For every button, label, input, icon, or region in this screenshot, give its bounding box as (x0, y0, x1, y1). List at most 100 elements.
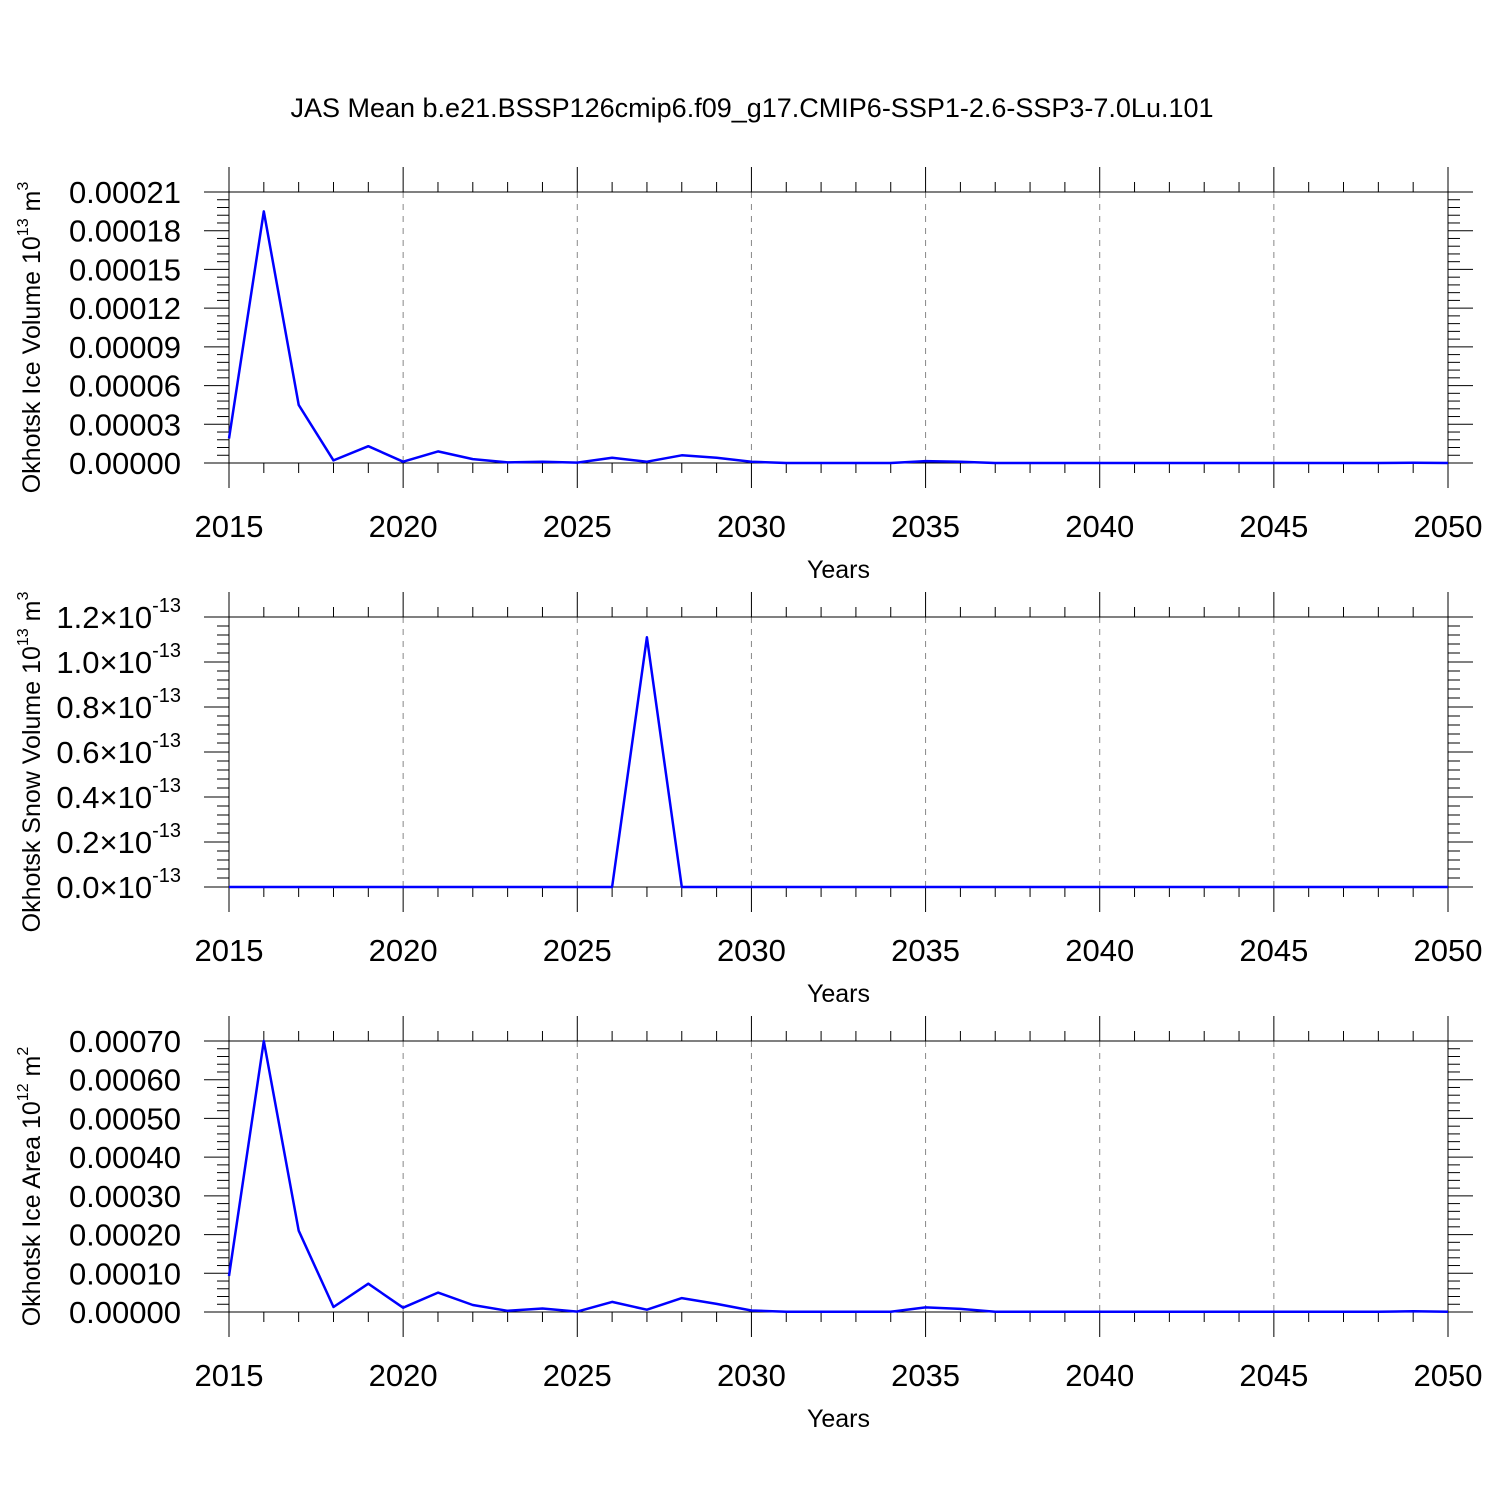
y-tick-value: 0.00000 (69, 1295, 181, 1330)
x-axis-label: Years (807, 980, 870, 1008)
y-tick-value: 0.00070 (69, 1024, 181, 1059)
y-tick-value: 0.00060 (69, 1063, 181, 1098)
y-tick-label: 0.00050 (69, 1101, 181, 1136)
panel-3: 2015 2020 2025 2030 2035 2040 2045 2050 0.00000 0… (15, 1016, 1482, 1433)
y-tick-exponent: -13 (152, 730, 181, 752)
x-tick-label: 2050 (1414, 1358, 1483, 1393)
y-tick-value: 0.00009 (69, 330, 181, 365)
y-tick-exponent: -13 (152, 775, 181, 797)
x-axis-label: Years (807, 556, 870, 584)
x-tick-label: 2030 (717, 1358, 786, 1393)
x-tick-label: 2035 (891, 509, 960, 544)
y-tick-label: 0.2×10-13 (56, 820, 181, 860)
y-tick-label: 0.00006 (69, 369, 181, 404)
y-label-unit: m (18, 1056, 46, 1084)
y-tick-value: 0.00021 (69, 175, 181, 210)
y-label-exponent: 13 (15, 218, 32, 236)
x-tick-label: 2045 (1239, 1358, 1308, 1393)
y-tick-label: 1.2×10-13 (56, 595, 181, 635)
x-tick-label: 2020 (369, 509, 438, 544)
y-axis-label: Okhotsk Ice Area 1012 m2 (15, 1047, 46, 1327)
y-tick-label: 0.00012 (69, 291, 181, 326)
y-tick-label: 0.00030 (69, 1179, 181, 1214)
y-tick-exponent: -13 (152, 685, 181, 707)
x-tick-label: 2050 (1414, 933, 1483, 968)
y-tick-value: 0.00006 (69, 369, 181, 404)
y-tick-value: 0.00000 (69, 446, 181, 481)
series-line (229, 636, 1448, 889)
y-tick-label: 0.6×10-13 (56, 730, 181, 770)
x-tick-label: 2025 (543, 1358, 612, 1393)
x-axis-label: Years (807, 1405, 870, 1433)
y-tick-label: 0.00040 (69, 1140, 181, 1175)
x-tick-label: 2020 (369, 933, 438, 968)
y-tick-label: 0.8×10-13 (56, 685, 181, 725)
x-tick-label: 2020 (369, 1358, 438, 1393)
y-tick-value: 0.00040 (69, 1140, 181, 1175)
y-label-text: Okhotsk Ice Area 10 (18, 1101, 46, 1326)
series-line (227, 1039, 1449, 1314)
y-label-unit-exponent: 3 (15, 592, 32, 601)
panel-1: 2015 2020 2025 2030 2035 2040 2045 2050 0.00000 0… (15, 167, 1482, 584)
x-tick-label: 2050 (1414, 509, 1483, 544)
x-tick-label: 2025 (543, 933, 612, 968)
x-tick-label: 2040 (1065, 509, 1134, 544)
y-tick-label: 0.00009 (69, 330, 181, 365)
panels: 2015 2020 2025 2030 2035 2040 2045 2050 0.00000 0… (15, 167, 1482, 1433)
y-tick-exponent: -13 (152, 820, 181, 842)
y-tick-label: 0.00010 (69, 1256, 181, 1291)
y-tick-label: 0.00060 (69, 1063, 181, 1098)
y-tick-label: 0.4×10-13 (56, 775, 181, 815)
y-tick-label: 0.00000 (69, 446, 181, 481)
y-tick-value: 0.00020 (69, 1218, 181, 1253)
series-line (227, 210, 1449, 465)
y-label-unit-exponent: 3 (15, 182, 32, 191)
y-tick-label: 0.00070 (69, 1024, 181, 1059)
y-axis-label: Okhotsk Snow Volume 1013 m3 (15, 592, 46, 933)
y-tick-value: 0.6×10 (56, 735, 152, 770)
y-label-exponent: 12 (15, 1083, 32, 1101)
y-label-unit: m (18, 601, 46, 629)
y-tick-value: 0.00015 (69, 252, 181, 287)
x-tick-label: 2035 (891, 933, 960, 968)
x-tick-label: 2025 (543, 509, 612, 544)
y-tick-value: 0.00012 (69, 291, 181, 326)
plot-frame (228, 1040, 1449, 1313)
y-tick-label: 0.00015 (69, 252, 181, 287)
x-tick-label: 2015 (195, 1358, 264, 1393)
y-tick-exponent: -13 (152, 640, 181, 662)
plot-frame (228, 191, 1449, 464)
x-tick-label: 2040 (1065, 933, 1134, 968)
x-tick-label: 2030 (717, 933, 786, 968)
y-tick-value: 1.2×10 (56, 600, 152, 635)
y-tick-value: 0.00003 (69, 407, 181, 442)
y-axis-label: Okhotsk Ice Volume 1013 m3 (15, 182, 46, 494)
y-tick-label: 0.00000 (69, 1295, 181, 1330)
y-tick-label: 1.0×10-13 (56, 640, 181, 680)
x-tick-label: 2035 (891, 1358, 960, 1393)
y-label-unit-exponent: 2 (15, 1047, 32, 1056)
y-tick-label: 0.0×10-13 (56, 865, 181, 905)
y-tick-value: 1.0×10 (56, 645, 152, 680)
y-tick-label: 0.00003 (69, 407, 181, 442)
x-tick-label: 2040 (1065, 1358, 1134, 1393)
y-tick-exponent: -13 (152, 595, 181, 617)
y-label-text: Okhotsk Ice Volume 10 (18, 236, 46, 493)
plot-frame (228, 616, 1449, 888)
y-tick-value: 0.00018 (69, 214, 181, 249)
x-tick-label: 2045 (1239, 509, 1308, 544)
chart-title: JAS Mean b.e21.BSSP126cmip6.f09_g17.CMIP… (290, 93, 1213, 123)
panel-2: 2015 2020 2025 2030 2035 2040 2045 20500.0×10-1… (15, 592, 1482, 1008)
y-tick-label: 0.00021 (69, 175, 181, 210)
y-tick-value: 0.00030 (69, 1179, 181, 1214)
y-tick-value: 0.00050 (69, 1101, 181, 1136)
x-tick-label: 2045 (1239, 933, 1308, 968)
x-tick-label: 2030 (717, 509, 786, 544)
y-tick-exponent: -13 (152, 865, 181, 887)
y-tick-value: 0.00010 (69, 1256, 181, 1291)
y-label-exponent: 13 (15, 628, 32, 646)
y-label-unit: m (18, 191, 46, 219)
x-tick-label: 2015 (195, 509, 264, 544)
y-label-text: Okhotsk Snow Volume 10 (18, 646, 46, 932)
